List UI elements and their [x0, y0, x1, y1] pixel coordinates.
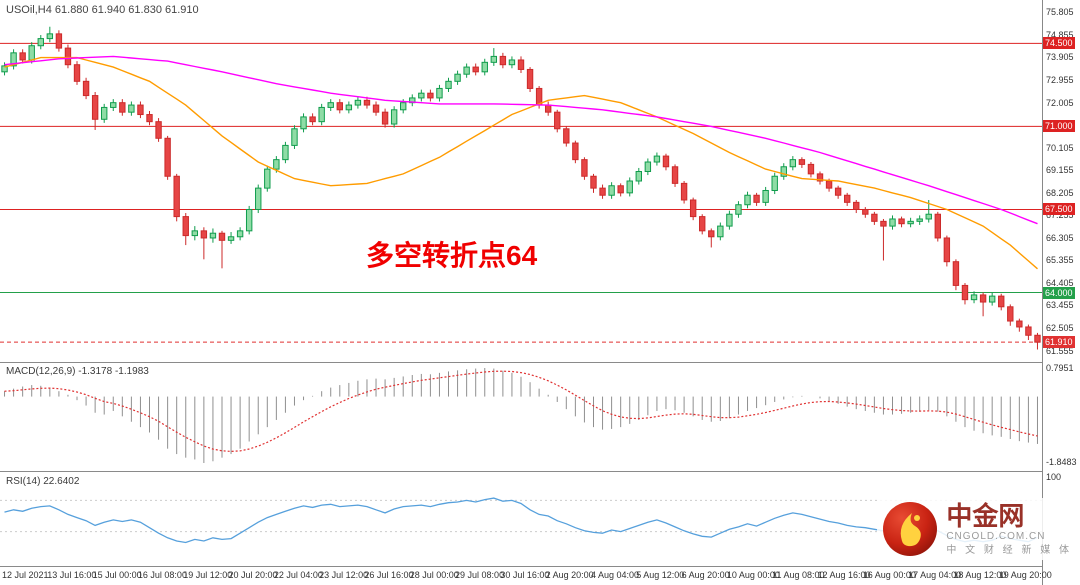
time-axis-label: 16 Aug 00:00: [862, 570, 916, 580]
macd-axis-min-label: -1.8483: [1046, 457, 1077, 467]
macd-indicator-label: MACD(12,26,9) -1.3178 -1.1983: [6, 366, 149, 377]
current-price-badge: 61.910: [1043, 336, 1075, 349]
price-axis-label: 73.905: [1046, 52, 1074, 63]
time-axis-label: 19 Aug 20:00: [998, 570, 1052, 580]
price-chart-canvas[interactable]: [0, 0, 1042, 362]
time-axis-label: 4 Aug 04:00: [590, 570, 639, 580]
rsi-indicator-label: RSI(14) 22.6402: [6, 476, 80, 487]
price-level-badge: 67.500: [1043, 203, 1075, 216]
time-axis-label: 29 Jul 08:00: [455, 570, 505, 580]
time-axis-label: 5 Aug 12:00: [636, 570, 685, 580]
price-axis-label: 63.455: [1046, 300, 1074, 311]
price-axis-label: 66.305: [1046, 232, 1074, 243]
time-axis-label: 12 Jul 2021: [2, 570, 49, 580]
time-axis-label: 19 Jul 12:00: [183, 570, 233, 580]
site-watermark: 中金网 CNGOLD.COM.CN 中 文 财 经 新 媒 体: [877, 498, 1076, 560]
time-axis-label: 30 Jul 16:00: [500, 570, 550, 580]
time-axis-label: 10 Aug 00:00: [726, 570, 780, 580]
time-axis-label: 20 Jul 20:00: [228, 570, 278, 580]
time-axis-label: 2 Aug 20:00: [545, 570, 594, 580]
rsi-axis-label: 100: [1046, 472, 1062, 482]
price-axis-label: 69.155: [1046, 165, 1074, 176]
price-axis-label: 74.855: [1046, 29, 1074, 40]
time-axis-label: 6 Aug 20:00: [681, 570, 730, 580]
time-axis-label: 11 Aug 08:00: [772, 570, 825, 580]
price-axis-label: 72.955: [1046, 75, 1074, 85]
panel-separator: [0, 471, 1080, 472]
price-axis-label: 75.805: [1046, 7, 1074, 18]
price-level-badge: 74.500: [1043, 37, 1075, 50]
macd-panel-canvas[interactable]: [0, 363, 1042, 471]
panel-separator: [0, 566, 1080, 567]
logo-tagline: 中 文 财 经 新 媒 体: [946, 544, 1072, 556]
time-axis-label: 13 Jul 16:00: [47, 570, 97, 580]
chart-annotation-text: 多空转折点64: [366, 240, 538, 271]
price-axis-label: 70.105: [1046, 142, 1074, 153]
logo-title: 中金网: [946, 500, 1025, 531]
price-axis-label: 68.205: [1046, 187, 1074, 198]
price-level-badge: 71.000: [1043, 120, 1075, 133]
cngold-logo-icon: [883, 502, 938, 556]
symbol-info: USOil,H4 61.880 61.940 61.830 61.910: [6, 4, 199, 16]
price-axis-label: 62.505: [1046, 323, 1074, 334]
time-axis-label: 26 Jul 16:00: [364, 570, 414, 580]
time-axis-label: 18 Aug 12:00: [953, 570, 1007, 580]
time-axis-label: 16 Jul 08:00: [137, 570, 187, 580]
price-axis-label: 72.005: [1046, 97, 1074, 108]
price-axis[interactable]: 75.80574.85573.90572.95572.00571.05570.1…: [1042, 0, 1080, 585]
time-axis-label: 12 Aug 16:00: [817, 570, 871, 580]
panel-separator: [0, 362, 1080, 363]
time-axis[interactable]: 12 Jul 2021 13 Jul 16:00 15 Jul 00:00 16 Ju…: [0, 567, 1052, 585]
macd-axis-max-label: 0.7951: [1046, 363, 1074, 373]
time-axis-label: 23 Jul 12:00: [319, 570, 369, 580]
time-axis-label: 28 Jul 00:00: [409, 570, 459, 580]
price-axis-label: 61.555: [1046, 345, 1074, 356]
time-axis-label: 17 Aug 04:00: [908, 570, 962, 580]
logo-domain: CNGOLD.COM.CN: [946, 531, 1046, 543]
time-axis-label: 22 Jul 04:00: [273, 570, 323, 580]
price-axis-label: 64.405: [1046, 277, 1074, 288]
rsi-panel-canvas[interactable]: [0, 472, 1042, 566]
price-level-badge: 64.000: [1043, 286, 1075, 299]
time-axis-label: 15 Jul 00:00: [92, 570, 142, 580]
price-axis-label: 65.355: [1046, 255, 1074, 266]
